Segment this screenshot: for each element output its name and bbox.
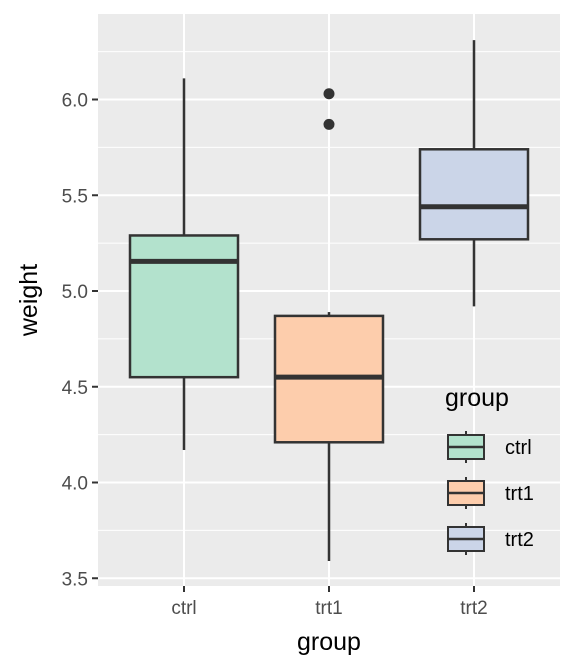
- x-axis-title: group: [297, 628, 361, 656]
- legend-label: ctrl: [505, 437, 532, 459]
- legend-label: trt1: [505, 483, 534, 505]
- y-tick-label: 5.5: [62, 186, 88, 207]
- y-tick-label: 3.5: [62, 569, 88, 590]
- box-trt1: [273, 88, 385, 562]
- y-tick-label: 5.0: [62, 282, 88, 303]
- box-iqr: [418, 148, 530, 241]
- box-ctrl: [128, 78, 240, 450]
- y-tick-label: 4.5: [62, 378, 88, 399]
- legend-label: trt2: [505, 529, 534, 551]
- y-axis: 3.5 4.0 4.5 5.0 5.5 6.0: [62, 91, 98, 590]
- y-tick-label: 4.0: [62, 474, 88, 495]
- y-axis-title: weight: [15, 264, 43, 337]
- legend-title: group: [445, 384, 509, 412]
- x-axis: ctrl trt1 trt2: [171, 586, 488, 619]
- legend-item-trt2: trt2: [447, 523, 534, 555]
- legend: group ctrl trt1 trt2: [445, 384, 534, 555]
- legend-item-trt1: trt1: [447, 477, 534, 509]
- x-tick-label: ctrl: [171, 598, 196, 619]
- y-tick-label: 6.0: [62, 91, 88, 112]
- outlier-point: [323, 118, 335, 130]
- x-tick-label: trt2: [460, 598, 487, 619]
- box-iqr: [128, 234, 240, 379]
- legend-item-ctrl: ctrl: [447, 431, 532, 463]
- box-trt2: [418, 40, 530, 307]
- box-series: [128, 40, 530, 562]
- x-tick-label: trt1: [315, 598, 342, 619]
- outlier-point: [323, 88, 335, 100]
